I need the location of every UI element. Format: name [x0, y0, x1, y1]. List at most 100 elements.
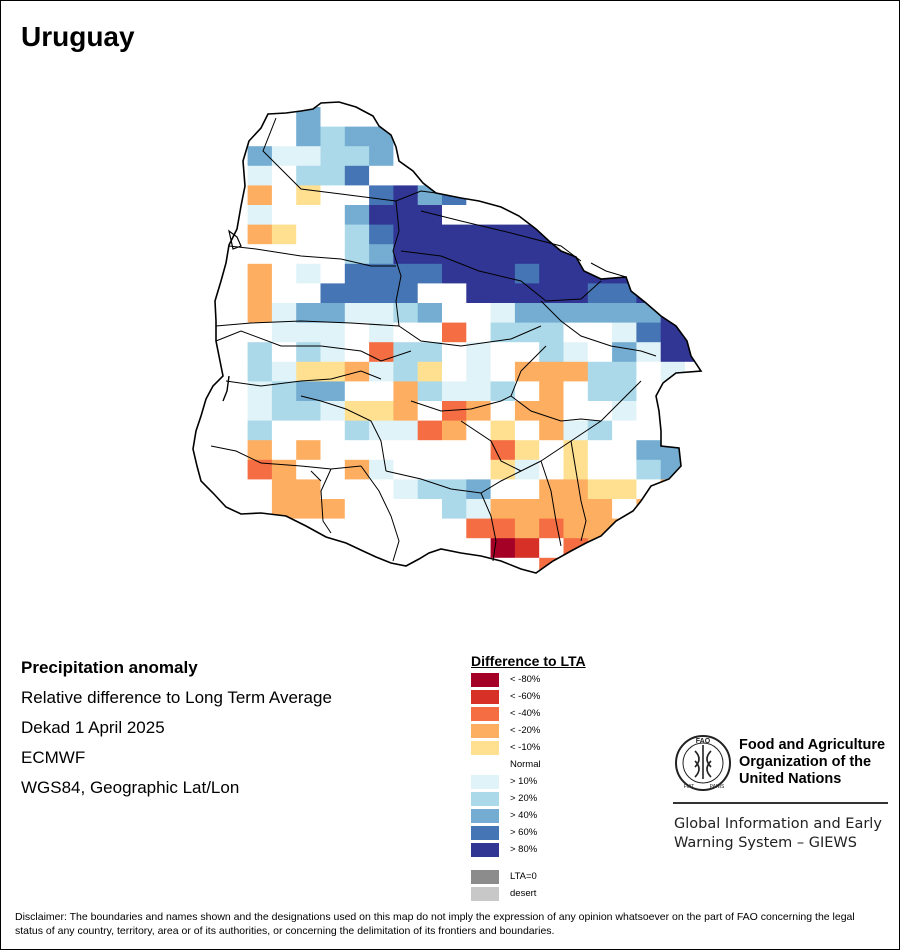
- grid-cell: [734, 303, 759, 323]
- dept-border: [400, 250, 602, 302]
- grid-cell: [442, 107, 467, 127]
- grid-cell: [369, 459, 394, 480]
- grid-cell: [807, 519, 832, 539]
- grid-cell: [490, 342, 516, 363]
- grid-cell: [466, 459, 491, 480]
- grid-cell: [660, 107, 686, 127]
- grid-cell: [490, 401, 516, 421]
- grid-cell: [563, 146, 589, 167]
- grid-cell: [612, 303, 637, 323]
- grid-cell: [709, 519, 734, 539]
- dept-border: [590, 262, 627, 278]
- grid-cell: [587, 146, 613, 167]
- grid-cell: [709, 440, 734, 460]
- grid-cell: [490, 440, 516, 461]
- grid-cell: [466, 205, 491, 225]
- grid-cell: [490, 381, 516, 402]
- grid-cell: [344, 479, 370, 500]
- grid-cell: [636, 440, 662, 461]
- grid-cell: [685, 244, 701, 265]
- grid-cell: [442, 303, 467, 323]
- grid-cell: [636, 165, 662, 186]
- grid-cell: [855, 519, 880, 539]
- grid-cell: [271, 224, 297, 245]
- grid-cell: [442, 342, 467, 363]
- grid-cell: [734, 127, 759, 147]
- fao-logo-icon: FAO FIAT PANIS: [675, 735, 731, 791]
- grid-cell: [782, 362, 807, 382]
- legend-swatch: [471, 775, 499, 789]
- grid-cell: [271, 263, 297, 284]
- grid-cell: [393, 518, 419, 539]
- grid-cell: [612, 538, 637, 559]
- grid-cell: [369, 224, 394, 245]
- grid-cell: [320, 322, 346, 343]
- grid-cell: [855, 323, 880, 343]
- grid-cell: [466, 479, 491, 500]
- grid-cell: [344, 557, 370, 573]
- grid-cell: [393, 401, 419, 421]
- grid-cell: [831, 127, 856, 147]
- grid-cell: [466, 244, 491, 265]
- grid-cell: [758, 283, 783, 303]
- grid-cell: [466, 263, 491, 284]
- grid-cell: [539, 440, 564, 461]
- grid-cell: [685, 479, 701, 500]
- grid-cell: [490, 361, 516, 382]
- grid-cell: [685, 126, 701, 147]
- grid-cell: [636, 322, 662, 343]
- grid-cell: [223, 244, 248, 265]
- grid-cell: [514, 401, 540, 421]
- anomaly-grid: [199, 107, 899, 578]
- grid-cell: [855, 303, 880, 323]
- grid-cell: [660, 420, 686, 441]
- grid-cell: [782, 127, 807, 147]
- grid-cell: [247, 479, 273, 500]
- grid-cell: [393, 244, 419, 265]
- grid-cell: [782, 166, 807, 186]
- grid-cell: [223, 126, 248, 147]
- grid-cell: [587, 401, 613, 421]
- grid-cell: [782, 558, 807, 578]
- grid-cell: [442, 459, 467, 480]
- grid-cell: [199, 165, 224, 186]
- grid-cell: [831, 303, 856, 323]
- legend-row: Normal: [471, 756, 586, 773]
- grid-cell: [271, 146, 297, 167]
- grid-cell: [466, 401, 491, 421]
- grid-cell: [490, 479, 516, 500]
- grid-cell: [320, 205, 346, 225]
- legend-swatch: [471, 887, 499, 901]
- grid-cell: [514, 518, 540, 539]
- org-name-line: Organization of the: [739, 754, 872, 770]
- grid-cell: [442, 283, 467, 304]
- dept-border: [215, 320, 400, 327]
- grid-cell: [636, 381, 662, 402]
- legend-row: > 80%: [471, 841, 586, 858]
- grid-cell: [490, 263, 516, 284]
- grid-cell: [879, 127, 899, 147]
- grid-cell: [855, 127, 880, 147]
- grid-cell: [247, 107, 273, 127]
- grid-cell: [344, 322, 370, 343]
- grid-cell: [271, 322, 297, 343]
- grid-cell: [514, 440, 540, 461]
- grid-cell: [539, 146, 564, 167]
- grid-cell: [782, 107, 807, 127]
- grid-cell: [807, 127, 832, 147]
- grid-cell: [514, 224, 540, 245]
- grid-cell: [587, 557, 613, 573]
- dept-border: [540, 300, 657, 357]
- grid-cell: [271, 342, 297, 363]
- grid-cell: [855, 538, 880, 558]
- grid-cell: [417, 342, 443, 363]
- grid-cell: [758, 421, 783, 441]
- legend-swatch: [471, 724, 499, 738]
- grid-cell: [442, 401, 467, 421]
- grid-cell: [636, 244, 662, 265]
- grid-cell: [369, 263, 394, 284]
- grid-cell: [660, 499, 686, 519]
- grid-cell: [223, 224, 248, 245]
- grid-cell: [320, 499, 346, 519]
- grid-cell: [247, 224, 273, 245]
